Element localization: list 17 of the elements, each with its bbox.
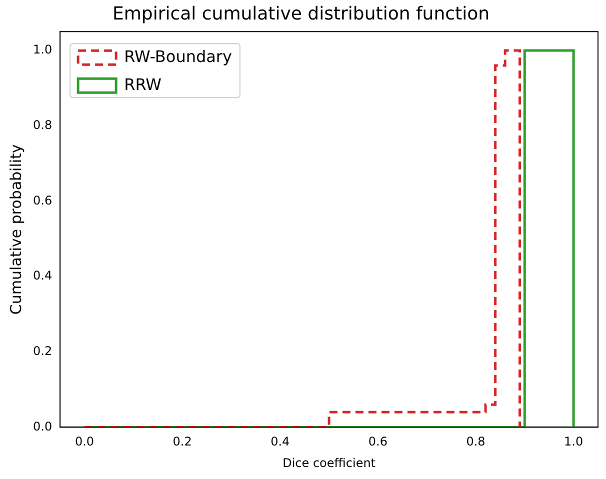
- x-tick-label: 0.8: [466, 434, 486, 449]
- x-tick-label: 0.0: [74, 434, 94, 449]
- x-tick-label: 0.2: [172, 434, 192, 449]
- x-axis-title: Dice coefficient: [282, 456, 376, 470]
- y-tick-label: 0.0: [32, 419, 52, 434]
- x-tick-label: 0.4: [270, 434, 290, 449]
- y-tick-label: 0.8: [32, 118, 52, 132]
- y-tick-label: 0.4: [32, 268, 52, 283]
- legend-label: RW-Boundary: [124, 46, 232, 66]
- legend-label: RRW: [124, 74, 162, 94]
- y-axis-title: Cumulative probability: [6, 144, 25, 315]
- y-tick-label: 1.0: [32, 42, 52, 57]
- chart-title: Empirical cumulative distribution function: [112, 3, 490, 24]
- y-tick-label: 0.2: [32, 344, 52, 358]
- y-tick-label: 0.6: [32, 193, 52, 208]
- x-tick-label: 0.6: [368, 434, 388, 449]
- x-tick-label: 1.0: [564, 434, 584, 449]
